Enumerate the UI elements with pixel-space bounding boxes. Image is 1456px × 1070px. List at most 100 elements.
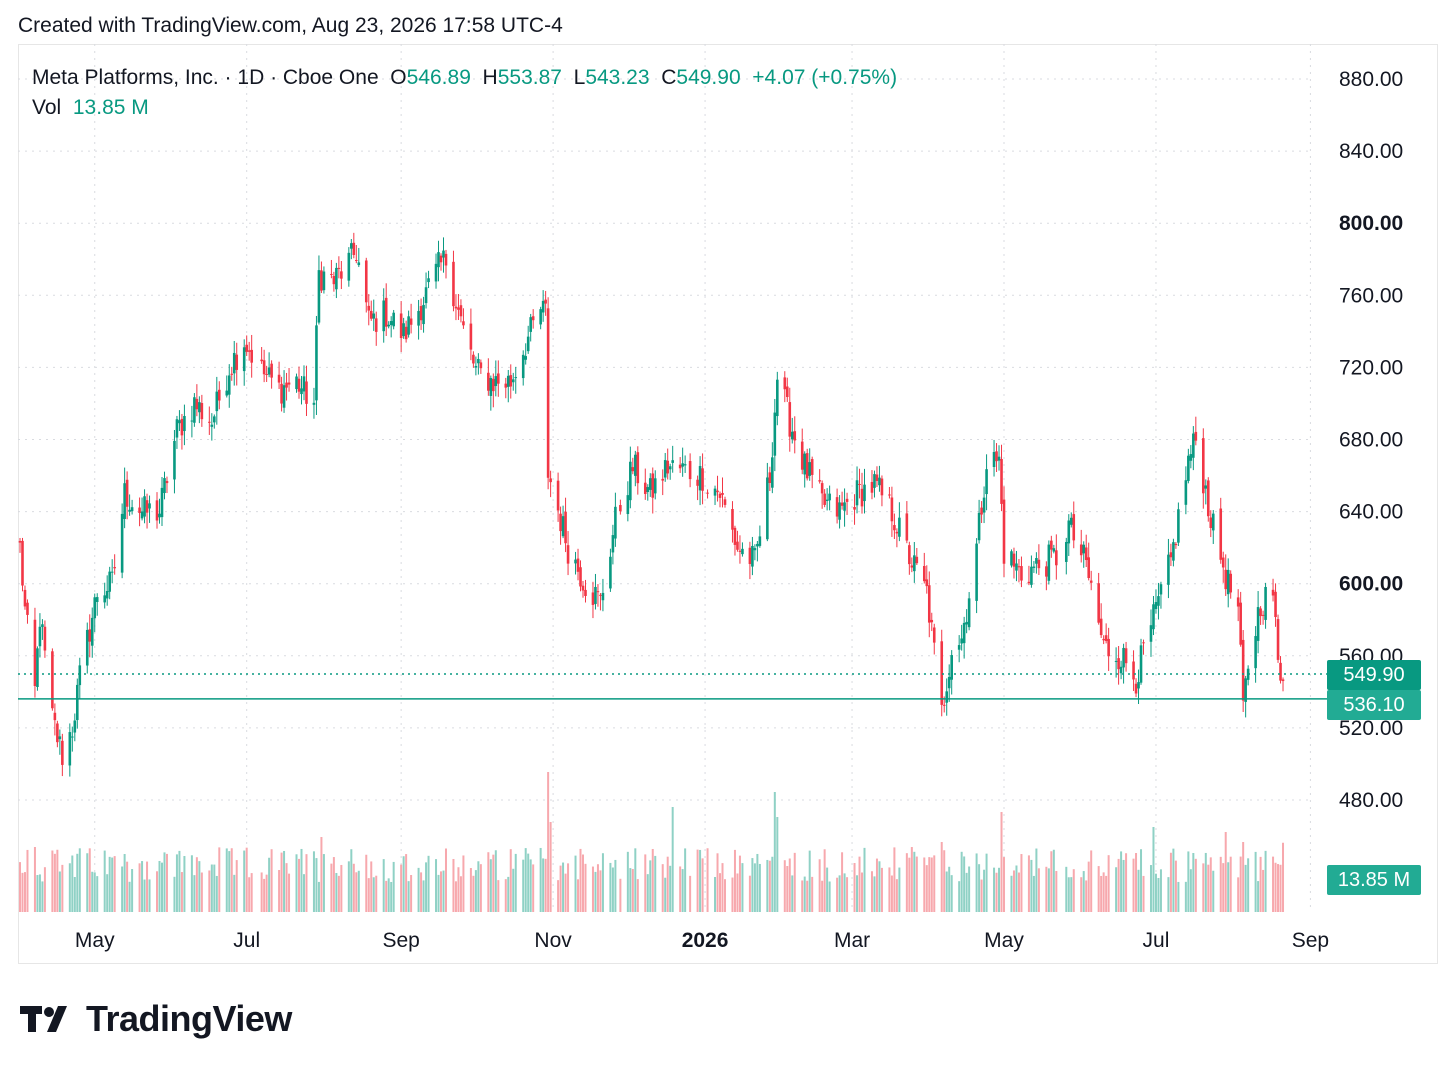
candle-body (661, 478, 665, 481)
volume-bar (646, 874, 649, 912)
candle-body (270, 363, 273, 378)
candle-body (374, 318, 378, 332)
volume-bar (165, 853, 168, 912)
candle-body (1159, 584, 1163, 595)
candle-body (980, 507, 983, 515)
candle-body (1259, 608, 1262, 617)
volume-bar (1224, 832, 1227, 912)
candle-body (736, 541, 739, 550)
candle-body (140, 511, 144, 519)
candle-body (721, 492, 724, 495)
candle-body (434, 263, 438, 282)
candle-body (591, 592, 595, 605)
candle-body (158, 513, 161, 518)
volume-bar (1192, 853, 1195, 912)
volume-bar (474, 870, 477, 912)
volume-bar (853, 862, 856, 912)
volume-bar (108, 856, 111, 912)
candle-body (175, 419, 179, 438)
volume-bar (420, 872, 423, 912)
volume-bar (123, 854, 126, 912)
volume-bar (925, 865, 928, 912)
volume-bar (1207, 864, 1210, 912)
x-tick-label: May (75, 929, 115, 952)
candle-body (738, 550, 742, 552)
candle-body (748, 547, 752, 565)
volume-bar (706, 848, 709, 912)
candle-body (706, 492, 709, 494)
volume-bar (417, 867, 420, 912)
volume-bar (1167, 877, 1170, 912)
volume-bar (591, 866, 594, 912)
candle-body (965, 621, 968, 625)
volume-bar (260, 872, 263, 912)
candle-body (332, 276, 336, 285)
candle-body (1177, 509, 1180, 543)
volume-bar (689, 875, 692, 912)
volume-bar (457, 867, 460, 912)
candle-body (232, 352, 236, 374)
candle-body (130, 507, 134, 512)
volume-bar (213, 864, 216, 912)
candle-body (808, 462, 811, 476)
candle-body (280, 383, 283, 404)
candle-body (982, 497, 986, 513)
candle-body (1169, 552, 1173, 558)
candle-body (437, 252, 440, 268)
candle-body (285, 382, 288, 388)
volume-bar (1015, 865, 1018, 912)
candle-body (472, 354, 475, 364)
candle-body (581, 585, 585, 591)
candle-body (1137, 682, 1140, 689)
tradingview-logo[interactable]: TradingView (20, 998, 292, 1040)
candle-body (992, 452, 996, 467)
candle-body (576, 558, 580, 572)
candle-body (1134, 683, 1138, 694)
volume-bar (320, 837, 323, 912)
legend: Meta Platforms, Inc. · 1D · Cboe One O54… (32, 63, 897, 123)
candle-body (352, 242, 356, 255)
candle-body (178, 420, 181, 424)
volume-bar (666, 856, 669, 912)
volume-bar (1282, 842, 1285, 912)
volume-bar (636, 879, 639, 912)
volume-bar (288, 873, 291, 912)
volume-bar (121, 866, 124, 912)
candle-body (145, 500, 149, 513)
volume-bar (1177, 881, 1180, 912)
candle-body (407, 316, 410, 335)
volume-bar (148, 879, 151, 912)
candle-body (1184, 480, 1188, 505)
candle-body (155, 500, 159, 521)
candle-body (26, 602, 29, 615)
candle-body (893, 525, 896, 531)
candle-body (287, 382, 291, 385)
volume-bar (584, 863, 587, 912)
volume-bar (300, 848, 303, 912)
candle-body (574, 559, 577, 564)
candle-body (200, 403, 204, 420)
candle-body (148, 503, 151, 509)
volume-bar (442, 870, 445, 912)
price-chart[interactable]: 880.00 840.00 800.00 760.00 720.00 680.00 640.… (18, 44, 1438, 964)
candle-body (1189, 454, 1193, 461)
candle-body (805, 453, 809, 479)
volume-bar (965, 872, 968, 912)
candle-body (1276, 619, 1280, 660)
volume-bar (786, 866, 789, 912)
volume-bar (1003, 857, 1006, 912)
volume-bar (547, 772, 550, 912)
candle-body (1012, 553, 1016, 567)
candle-body (878, 477, 881, 486)
candle-body (1107, 638, 1110, 657)
volume-bar (387, 878, 390, 912)
volume-bar (1050, 851, 1053, 912)
volume-bar (335, 872, 338, 912)
grid-lines (18, 44, 1313, 912)
candle-body (90, 617, 94, 646)
volume-bar (452, 858, 455, 912)
volume-bar (562, 862, 565, 912)
candle-body (681, 463, 684, 467)
candle-body (1037, 559, 1041, 569)
volume-bar (372, 877, 375, 912)
